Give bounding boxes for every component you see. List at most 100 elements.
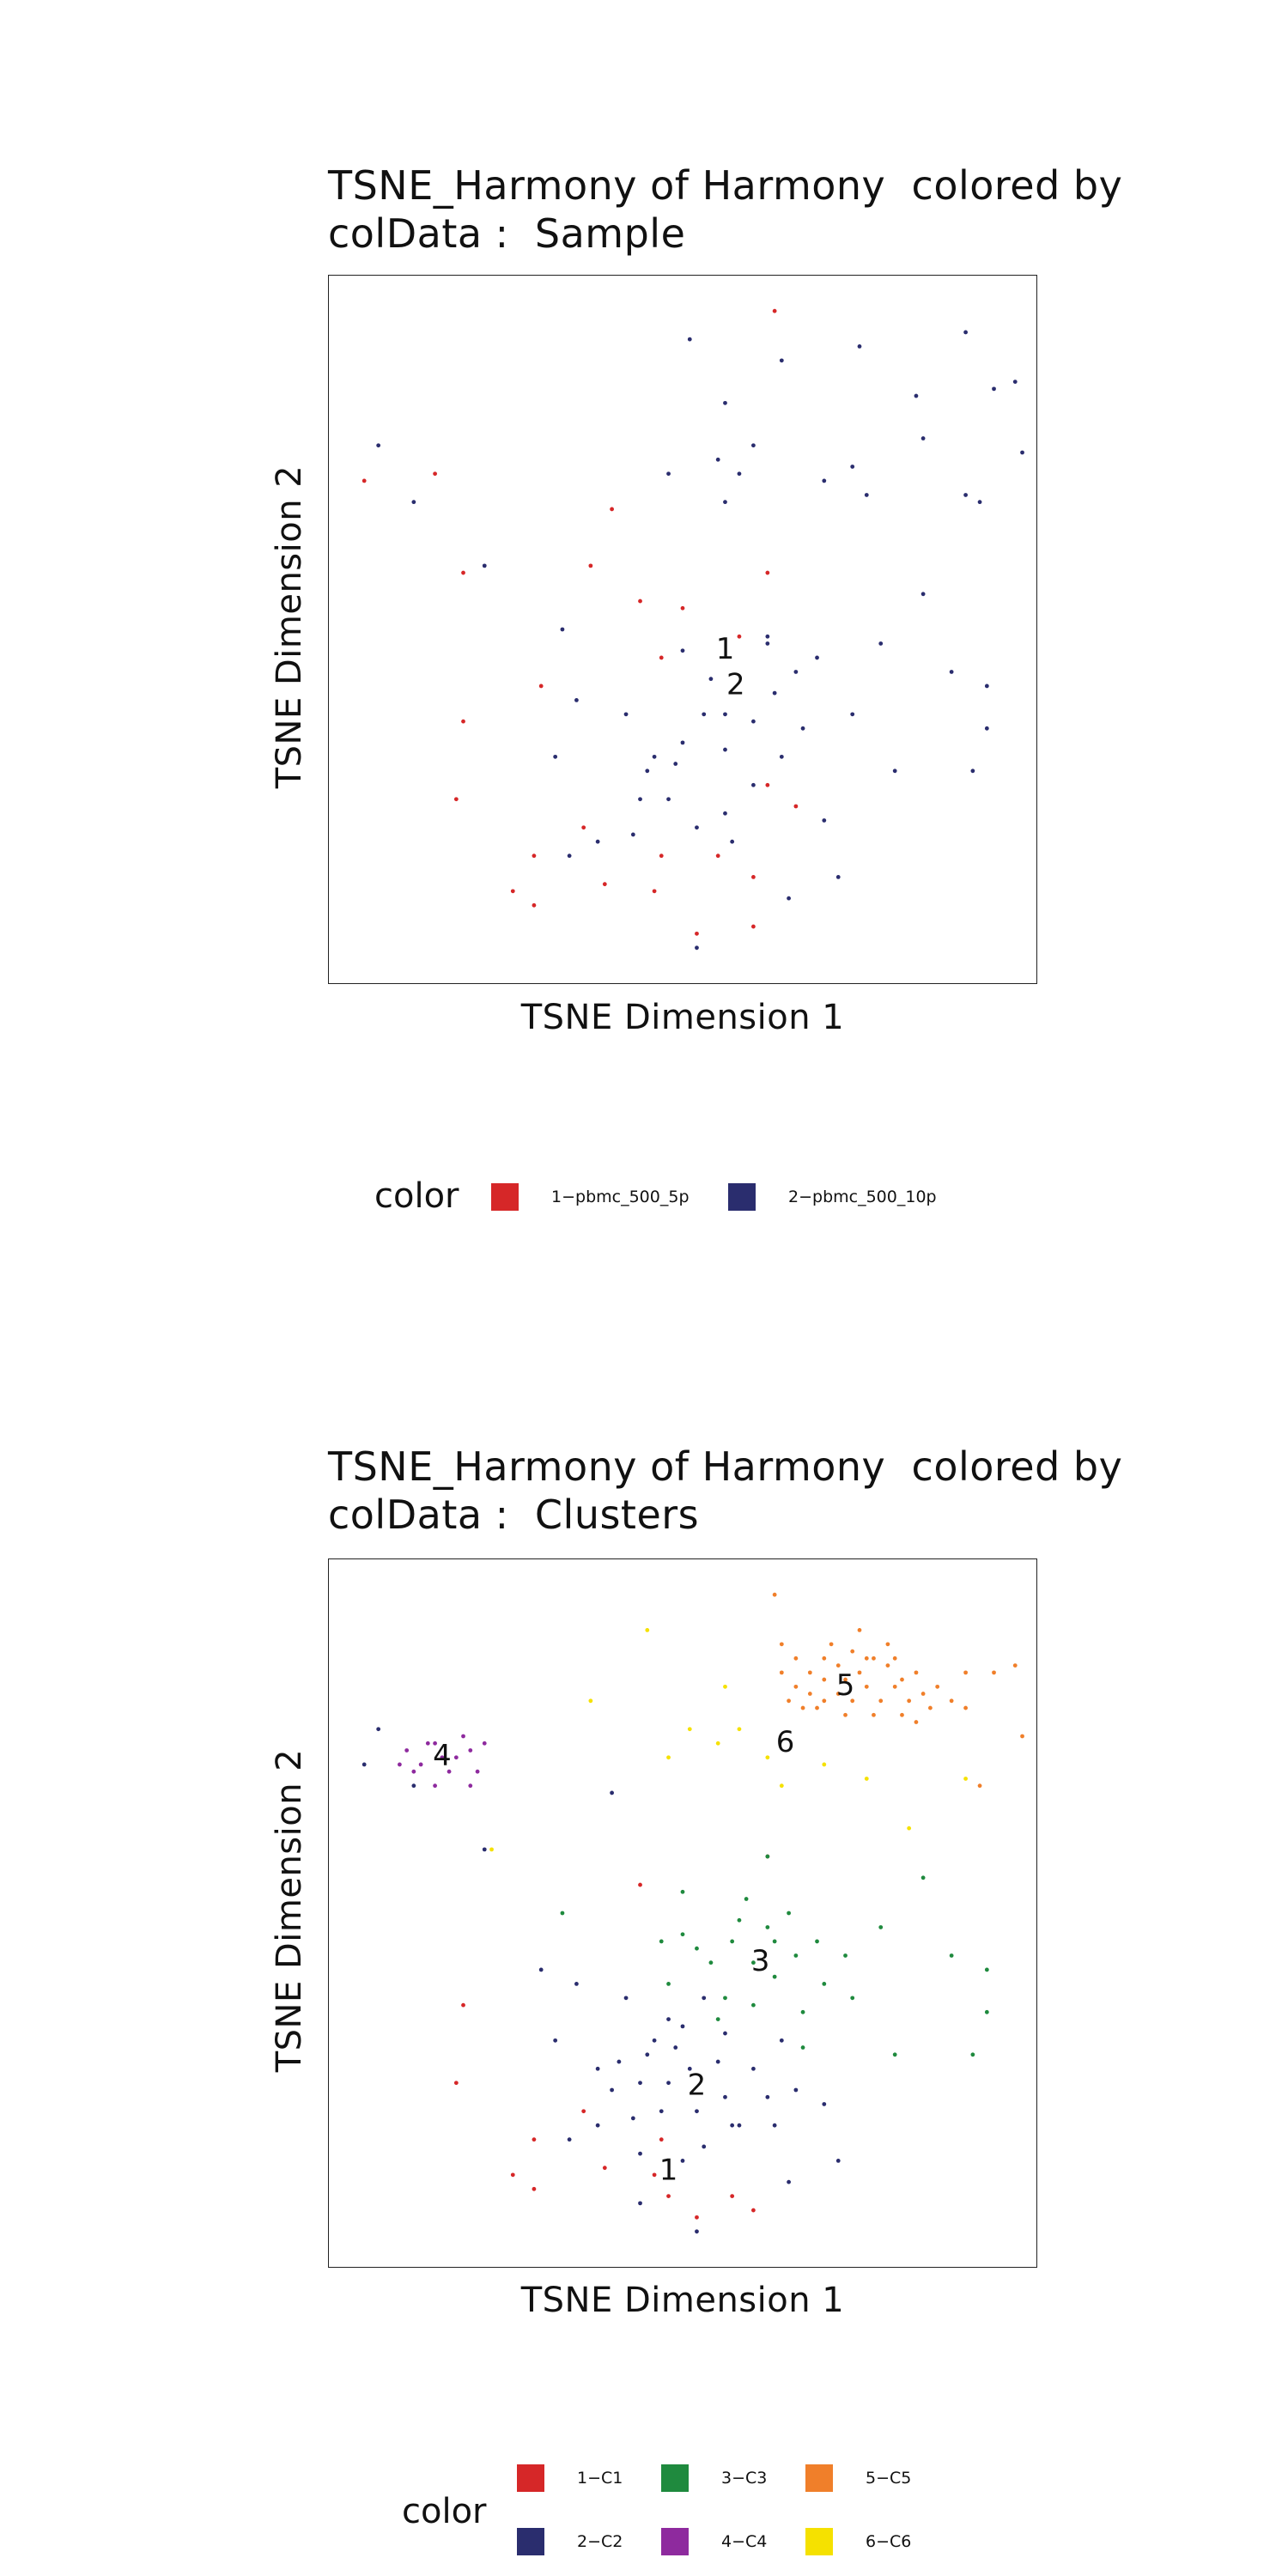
scatter-point-c2 [623,712,629,717]
scatter-point-c1 [610,507,614,512]
scatter-point-c2 [638,797,642,802]
scatter-point-c3 [744,1897,749,1901]
scatter-point-c3 [984,1967,989,1972]
scatter-point-c2 [617,2059,622,2064]
scatter-point-c2 [765,2094,770,2099]
plot1-x-axis-label: TSNE Dimension 1 [520,998,845,1037]
scatter-point-c5 [822,1656,827,1661]
scatter-point-c2 [630,2116,635,2121]
cluster-label: 2 [688,2068,707,2101]
scatter-point-c4 [433,1741,437,1746]
scatter-point-c2 [376,443,381,448]
scatter-point-c4 [425,1741,430,1746]
scatter-point-c1 [602,2166,607,2171]
scatter-point-c2 [702,712,707,717]
scatter-point-c1 [461,2002,465,2008]
scatter-point-c1 [532,2137,537,2142]
scatter-point-c2 [623,1996,629,2001]
legend-swatch-c1 [517,2464,544,2492]
scatter-point-c5 [864,1684,869,1689]
scatter-point-c2 [772,690,777,696]
legend-label-c5: 5−C5 [866,2469,912,2488]
scatter-point-c4 [482,1741,487,1746]
scatter-point-c2 [680,2159,685,2163]
scatter-point-c2 [1012,380,1018,384]
scatter-point-c6 [963,1777,968,1781]
scatter-point-c6 [765,1755,770,1760]
legend-swatch-c6 [805,2528,833,2555]
scatter-point-c1 [588,563,593,568]
scatter-point-c5 [779,1670,784,1675]
scatter-point-c1 [751,2208,756,2213]
cluster-label: 4 [433,1739,452,1772]
cluster-label: 1 [659,2153,678,2186]
scatter-point-c4 [404,1748,410,1753]
legend-label-c3: 3−C3 [721,2469,768,2488]
scatter-point-c6 [907,1826,912,1831]
scatter-point-c2 [793,670,799,674]
scatter-point-c2 [920,592,926,597]
scatter-point-c2 [787,2179,791,2184]
cluster-label: 1 [716,632,735,665]
scatter-point-c1 [695,931,699,936]
scatter-point-c2 [567,2137,572,2142]
scatter-point-c3 [772,1939,777,1944]
scatter-point-c1 [737,634,742,639]
scatter-point-c5 [949,1698,954,1704]
scatter-point-c1 [461,570,465,575]
scatter-point-c2 [680,648,685,653]
scatter-point-c1 [453,2081,459,2086]
scatter-point-c2 [723,747,727,752]
scatter-point-c2 [751,719,756,724]
scatter-point-c1 [581,2109,586,2114]
legend-swatch-c3 [661,2464,689,2492]
plot1-legend-title: color [374,1176,459,1216]
plot2-legend-item-2: 2−C2 [517,2528,623,2555]
scatter-point-c1 [453,797,459,802]
scatter-point-c3 [800,2045,805,2050]
scatter-point-c6 [687,1727,692,1732]
scatter-point-c2 [793,2087,799,2093]
scatter-point-c2 [779,358,784,363]
scatter-point-c5 [935,1684,940,1689]
scatter-point-c2 [822,2102,827,2106]
cluster-label: 6 [776,1725,795,1759]
scatter-point-c5 [779,1642,784,1647]
scatter-point-c2 [567,854,572,859]
scatter-point-c5 [843,1712,848,1717]
scatter-point-c1 [638,1882,642,1887]
scatter-point-c5 [977,1783,982,1789]
scatter-point-c5 [872,1712,876,1717]
scatter-point-c3 [920,1875,926,1880]
plot2-legend-item-1: 1−C1 [517,2464,623,2492]
scatter-point-c5 [892,1684,897,1689]
scatter-point-c5 [807,1692,812,1696]
scatter-point-c2 [361,1762,367,1767]
scatter-point-c2 [702,2144,707,2149]
scatter-point-c3 [822,1982,827,1986]
plot2-x-axis-label: TSNE Dimension 1 [520,2281,845,2320]
scatter-point-c1 [510,2172,515,2178]
scatter-point-c3 [560,1911,565,1916]
scatter-point-c1 [361,478,367,483]
scatter-point-c1 [581,825,586,830]
scatter-point-c2 [765,634,770,639]
scatter-point-c4 [447,1769,452,1774]
scatter-point-c2 [610,2087,614,2093]
scatter-point-c2 [595,839,600,844]
scatter-point-c2 [673,2045,678,2050]
scatter-point-c2 [595,2123,600,2128]
scatter-point-c3 [793,1953,799,1958]
scatter-point-c2 [695,945,699,951]
legend-swatch-c4 [661,2528,689,2555]
scatter-point-c2 [765,641,770,646]
scatter-point-c2 [702,1996,707,2001]
scatter-point-c2 [630,832,635,837]
scatter-point-c2 [751,782,756,787]
scatter-point-c1 [715,854,720,859]
scatter-point-c2 [751,2066,756,2071]
scatter-point-c4 [440,1755,445,1760]
scatter-point-c5 [1020,1734,1024,1739]
cluster-label: 2 [726,667,745,701]
scatter-point-c2 [815,655,819,660]
